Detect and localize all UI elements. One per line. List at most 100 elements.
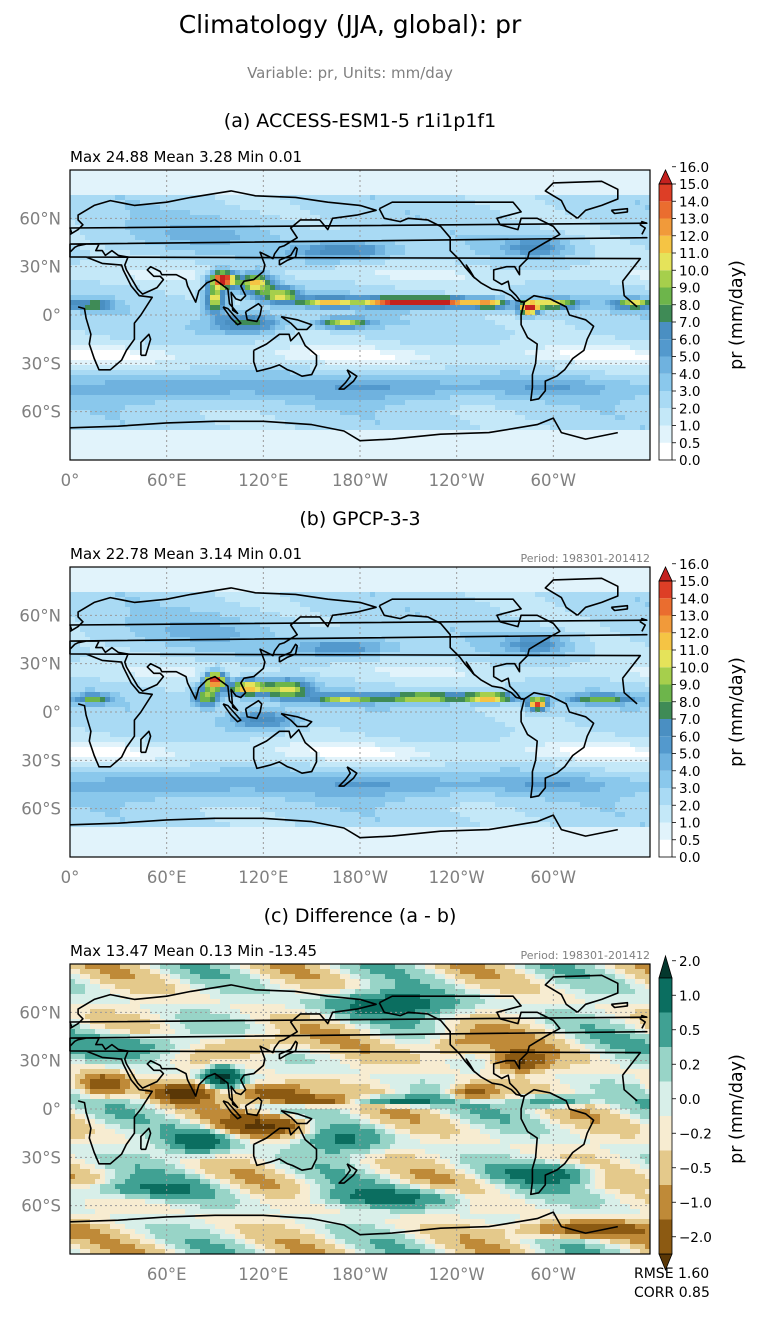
figure-title: Climatology (JJA, global): pr [0, 10, 700, 39]
colorbar-tick-c: 0.2 [679, 1057, 700, 1073]
colorbar-c: −2.0 −1.0 −0.5 −0.2 0.0 0.2 0.5 1.0 2.0 pr (mm/da… [658, 954, 747, 1272]
colorbar-tick-b: 5.0 [679, 747, 700, 763]
x-tick-label-b: 0° [61, 868, 80, 887]
colorbar-label-c: pr (mm/day) [727, 1054, 747, 1164]
colorbar-tick-a: 5.0 [679, 350, 700, 366]
x-tick-label-c: 120°E [238, 1265, 288, 1284]
x-tick-label-b: 60°W [531, 868, 577, 887]
colorbar-label-b: pr (mm/day) [727, 657, 747, 767]
panel-c-stats: Max 13.47 Mean 0.13 Min -13.45 [70, 942, 317, 960]
colorbar-tick-a: 12.0 [679, 229, 709, 245]
colorbar-tick-a: 0.5 [679, 436, 700, 452]
map-field-c [70, 964, 650, 1254]
colorbar-tick-b: 15.0 [679, 574, 709, 590]
colorbar-tick-c: 0.0 [679, 1092, 700, 1108]
x-tick-label-a: 180°W [332, 471, 388, 490]
y-tick-label-c: 0° [42, 1100, 61, 1119]
map-grid-c [70, 964, 650, 1254]
colorbar-tick-a: 10.0 [679, 263, 709, 279]
panel-b-period: Period: 198301-201412 [410, 552, 650, 565]
x-tick-label-c: 120°W [429, 1265, 485, 1284]
colorbar-tick-b: 3.0 [679, 781, 700, 797]
x-tick-label-c: 60°E [147, 1265, 187, 1284]
panel-c-period: Period: 198301-201412 [410, 949, 650, 962]
y-tick-label-b: 0° [42, 703, 61, 722]
colorbar-tick-b: 2.0 [679, 798, 700, 814]
colorbar-tick-b: 10.0 [679, 660, 709, 676]
colorbar-tick-b: 7.0 [679, 712, 700, 728]
panel-a-title: (a) ACCESS-ESM1-5 r1i1p1f1 [0, 110, 720, 132]
map-frame-b [69, 566, 651, 858]
colorbar-tick-a: 8.0 [679, 298, 700, 314]
y-tick-label-b: 60°N [19, 606, 61, 625]
y-tick-label-a: 0° [42, 306, 61, 325]
y-tick-label-b: 60°S [21, 800, 61, 819]
colorbar-tick-b: 14.0 [679, 591, 709, 607]
x-tick-label-b: 180°W [332, 868, 388, 887]
y-tick-label-c: 60°N [19, 1003, 61, 1022]
colorbar-tick-a: 2.0 [679, 401, 700, 417]
y-tick-label-c: 60°S [21, 1197, 61, 1216]
x-tick-label-a: 120°W [429, 471, 485, 490]
colorbar-tick-b: 12.0 [679, 626, 709, 642]
x-tick-label-a: 60°E [147, 471, 187, 490]
corr-label: CORR 0.85 [634, 1284, 710, 1303]
colorbar-tick-b: 8.0 [679, 695, 700, 711]
y-tick-label-a: 30°N [19, 258, 61, 277]
colorbar-tick-c: 0.5 [679, 1023, 700, 1039]
colorbar-tick-b: 0.0 [679, 850, 700, 866]
colorbar-tick-b: 9.0 [679, 678, 700, 694]
colorbar-tick-b: 0.5 [679, 833, 700, 849]
colorbar-tick-a: 14.0 [679, 194, 709, 210]
colorbar-tick-b: 13.0 [679, 609, 709, 625]
x-tick-label-a: 60°W [531, 471, 577, 490]
colorbar-tick-a: 3.0 [679, 384, 700, 400]
colorbar-tick-a: 0.0 [679, 453, 700, 469]
colorbar-tick-a: 11.0 [679, 246, 709, 262]
colorbar-tick-b: 6.0 [679, 729, 700, 745]
panel-c-title: (c) Difference (a - b) [0, 905, 720, 927]
colorbar-tick-b: 4.0 [679, 764, 700, 780]
map-panel-a: 0° 60°E 120°E 180°W 120°W 60°W 60°N 30°N 0° 30°S 6… [19, 160, 747, 490]
colorbar-tick-a: 9.0 [679, 281, 700, 297]
y-tick-label-b: 30°S [21, 751, 61, 770]
panel-b-stats: Max 22.78 Mean 3.14 Min 0.01 [70, 545, 302, 563]
colorbar-label-a: pr (mm/day) [727, 260, 747, 370]
colorbar-tick-b: 11.0 [679, 643, 709, 659]
map-grid-a [70, 170, 650, 460]
y-tick-label-a: 30°S [21, 354, 61, 373]
y-tick-label-a: 60°S [21, 403, 61, 422]
colorbar-tick-c: −1.0 [679, 1195, 712, 1211]
rmse-label: RMSE 1.60 [634, 1265, 710, 1284]
x-tick-label-c: 60°W [531, 1265, 577, 1284]
x-tick-label-b: 120°W [429, 868, 485, 887]
y-tick-label-c: 30°N [19, 1052, 61, 1071]
y-tick-label-a: 60°N [19, 209, 61, 228]
panel-a-stats: Max 24.88 Mean 3.28 Min 0.01 [70, 148, 302, 166]
colorbar-tick-a: 15.0 [679, 177, 709, 193]
colorbar-tick-c: −2.0 [679, 1230, 712, 1246]
x-tick-label-b: 60°E [147, 868, 187, 887]
y-tick-label-c: 30°S [21, 1148, 61, 1167]
map-panel-b: 0° 60°E 120°E 180°W 120°W 60°W 60°N 30°N 0° 30°S 6… [19, 557, 747, 887]
colorbar-tick-c: −0.2 [679, 1126, 712, 1142]
colorbar-tick-c: 2.0 [679, 954, 700, 970]
colorbar-tick-b: 16.0 [679, 557, 709, 573]
y-tick-label-b: 30°N [19, 655, 61, 674]
figure-subtitle: Variable: pr, Units: mm/day [0, 64, 700, 82]
metrics-box: RMSE 1.60 CORR 0.85 [634, 1265, 710, 1303]
x-tick-label-b: 120°E [238, 868, 288, 887]
x-tick-label-a: 120°E [238, 471, 288, 490]
map-grid-b [70, 567, 650, 857]
colorbar-tick-c: −0.5 [679, 1161, 712, 1177]
colorbar-tick-a: 13.0 [679, 212, 709, 228]
map-panel-c: 60°E 120°E 180°W 120°W 60°W 60°N 30°N 0° 30°S 60°… [19, 954, 747, 1284]
map-frame-c [69, 963, 651, 1255]
colorbar-b: 0.00.51.0 2.03.04.05.0 6.07.08.09.0 10.011.… [658, 557, 747, 866]
colorbar-a: 0.00.51.0 2.03.04.05.0 6.07.08.09.0 10.011.… [658, 160, 747, 469]
colorbar-tick-a: 16.0 [679, 160, 709, 176]
x-tick-label-c: 180°W [332, 1265, 388, 1284]
colorbar-tick-a: 7.0 [679, 315, 700, 331]
colorbar-tick-a: 6.0 [679, 332, 700, 348]
